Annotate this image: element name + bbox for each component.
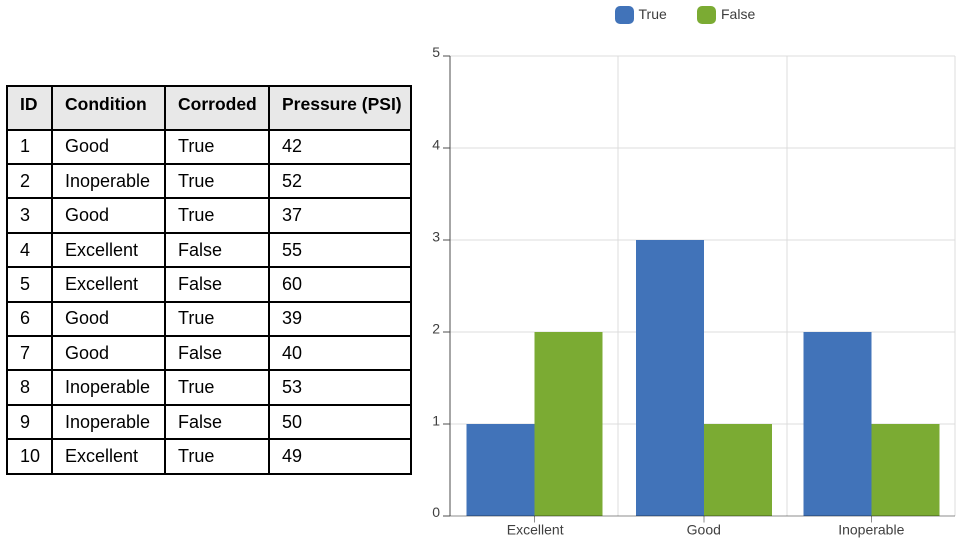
svg-text:3: 3 bbox=[432, 229, 440, 245]
svg-text:Excellent: Excellent bbox=[507, 522, 564, 538]
svg-text:0: 0 bbox=[432, 504, 440, 520]
svg-text:2: 2 bbox=[432, 321, 440, 337]
svg-text:1: 1 bbox=[432, 413, 440, 429]
svg-text:Good: Good bbox=[687, 522, 721, 538]
svg-text:Inoperable: Inoperable bbox=[838, 522, 904, 538]
svg-text:5: 5 bbox=[432, 44, 440, 60]
svg-text:4: 4 bbox=[432, 137, 440, 153]
